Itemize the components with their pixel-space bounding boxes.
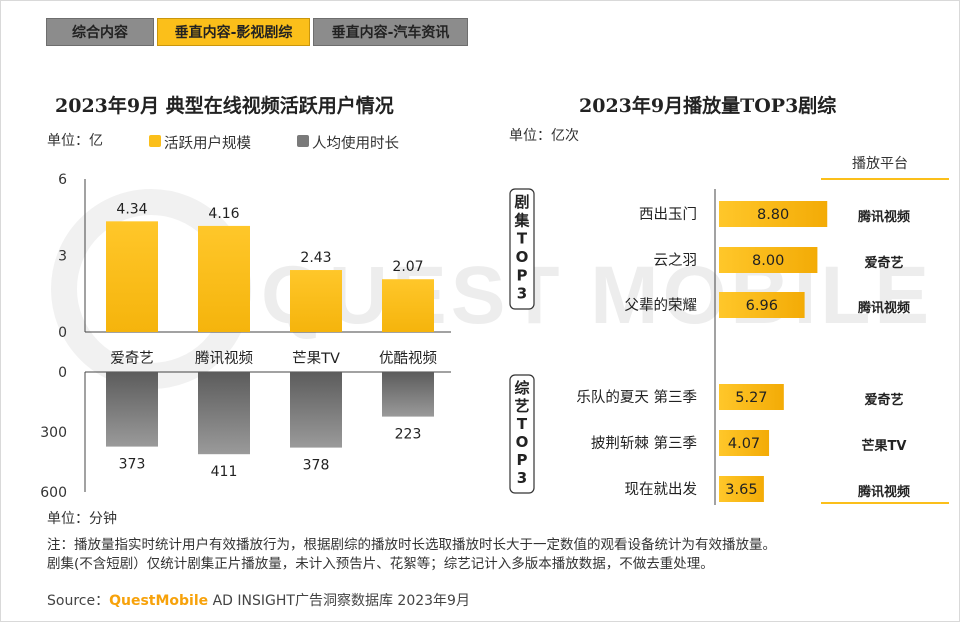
group-label-box (509, 188, 535, 310)
play-count-value-label: 8.80 (757, 207, 789, 223)
left-unit-bottom-label: 单位：分钟 (47, 511, 117, 527)
group-label-char: 3 (517, 469, 527, 487)
play-count-value-label: 4.07 (728, 436, 760, 452)
group-label-char: 综 (514, 379, 529, 397)
bottom-y-tick-label: 300 (40, 425, 67, 441)
usage-time-bar (290, 372, 342, 448)
title-label: 西出玉门 (639, 206, 697, 223)
active-users-value-label: 2.07 (392, 259, 423, 275)
source-prefix: Source： (47, 593, 110, 609)
note-line-2: 剧集(不含短剧）仅统计剧集正片播放量，未计入预告片、花絮等；综艺记计入多版本播放… (47, 556, 714, 572)
left-chart-title: 2023年9月 典型在线视频活跃用户情况 (55, 95, 394, 117)
usage-time-bar (382, 372, 434, 417)
play-count-bar (719, 201, 828, 227)
usage-time-value-label: 378 (303, 458, 330, 474)
group-label-char: 剧 (514, 193, 529, 211)
category-label: 爱奇艺 (110, 350, 154, 367)
bottom-y-tick-label: 600 (40, 485, 67, 501)
category-label: 优酷视频 (379, 350, 437, 367)
tab-film-variety[interactable]: 垂直内容-影视剧综 (157, 18, 310, 46)
bottom-y-tick-label: 0 (58, 365, 67, 381)
legend-label-usage-time: 人均使用时长 (312, 136, 399, 152)
group-label-char: 3 (517, 285, 527, 303)
right-chart-title: 2023年9月播放量TOP3剧综 (579, 95, 837, 117)
top-y-tick-label: 6 (58, 172, 67, 188)
group-label-char: T (517, 230, 528, 248)
group-label-char: O (516, 433, 529, 451)
left-bar-chart: 0 3 6 0 300 600 4.34 爱奇艺 373 4.16 腾讯视频 411 2.43 芒果TV 3… (40, 172, 451, 501)
play-count-bar (719, 292, 805, 318)
play-count-bar (719, 430, 770, 456)
category-label: 腾讯视频 (195, 350, 253, 367)
legend-swatch-usage-time (297, 135, 309, 147)
usage-time-bar (106, 372, 158, 447)
title-label: 现在就出发 (625, 481, 698, 498)
group-label-char: T (517, 415, 528, 433)
play-count-value-label: 6.96 (746, 298, 778, 314)
platform-label: 腾讯视频 (857, 209, 910, 225)
source-line: Source：QuestMobile AD INSIGHT广告洞察数据库 202… (47, 590, 470, 610)
top-y-tick-label: 3 (58, 249, 67, 265)
play-count-bar (719, 476, 764, 502)
legend-label-active-users: 活跃用户规模 (164, 136, 251, 152)
platform-header: 播放平台 (852, 156, 908, 172)
usage-time-bar (198, 372, 250, 455)
active-users-bar (290, 270, 342, 332)
source-rest: AD INSIGHT广告洞察数据库 2023年9月 (208, 593, 470, 609)
usage-time-value-label: 223 (395, 427, 422, 443)
active-users-value-label: 4.16 (208, 206, 239, 222)
tab-auto-news[interactable]: 垂直内容-汽车资讯 (313, 18, 468, 46)
play-count-bar (719, 384, 784, 410)
usage-time-value-label: 373 (119, 457, 146, 473)
note-line-1: 注：播放量指实时统计用户有效播放行为，根据剧综的播放时长选取播放时长大于一定数值… (47, 537, 776, 553)
platform-label: 芒果TV (862, 438, 907, 454)
active-users-value-label: 4.34 (116, 201, 147, 217)
top-y-tick-label: 0 (58, 325, 67, 341)
category-label: 芒果TV (292, 350, 340, 367)
active-users-value-label: 2.43 (300, 250, 331, 266)
active-users-bar (106, 221, 158, 332)
group-label-box (509, 374, 535, 494)
right-unit-label: 单位：亿次 (509, 128, 579, 144)
group-label-char: P (517, 451, 528, 469)
platform-label: 腾讯视频 (857, 484, 910, 500)
usage-time-value-label: 411 (211, 464, 238, 480)
title-label: 云之羽 (654, 252, 698, 269)
active-users-bar (382, 279, 434, 332)
title-label: 父辈的荣耀 (625, 297, 698, 314)
watermark: QUEST MOBILE (261, 250, 934, 341)
group-label-char: O (516, 248, 529, 266)
group-label-char: P (517, 266, 528, 284)
tab-overall-content[interactable]: 综合内容 (46, 18, 154, 46)
active-users-bar (198, 225, 250, 332)
title-label: 披荆斩棘 第三季 (591, 434, 697, 452)
play-count-value-label: 3.65 (725, 482, 757, 498)
platform-label: 爱奇艺 (864, 392, 903, 408)
legend-swatch-active-users (149, 135, 161, 147)
play-count-value-label: 8.00 (752, 253, 784, 269)
left-unit-label: 单位：亿 (47, 133, 103, 149)
group-label-char: 艺 (514, 397, 529, 415)
title-label: 乐队的夏天 第三季 (576, 388, 697, 406)
play-count-bar (719, 247, 818, 273)
group-label-char: 集 (513, 211, 530, 229)
platform-label: 爱奇艺 (864, 255, 903, 271)
play-count-value-label: 5.27 (735, 390, 767, 406)
source-brand: QuestMobile (109, 593, 209, 609)
platform-label: 腾讯视频 (857, 300, 910, 316)
